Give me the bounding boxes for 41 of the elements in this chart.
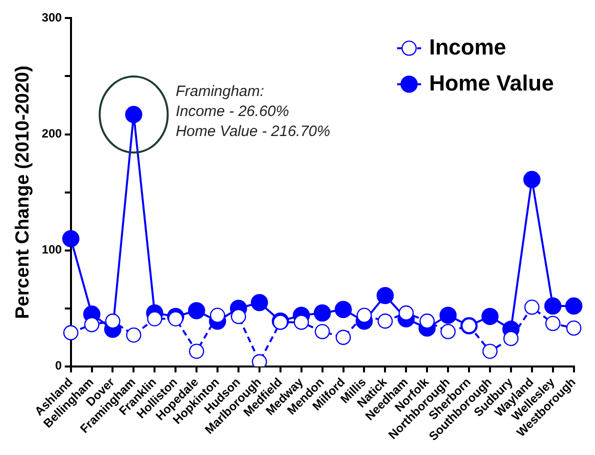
point xyxy=(336,330,351,345)
point xyxy=(250,294,268,312)
point xyxy=(188,344,204,359)
point xyxy=(147,311,162,326)
point xyxy=(440,324,456,340)
point xyxy=(482,344,498,359)
point xyxy=(230,308,246,324)
point xyxy=(105,314,120,329)
y-tick-label: 300 xyxy=(42,10,62,25)
point xyxy=(126,327,142,343)
point xyxy=(398,305,414,321)
y-tick-label: 200 xyxy=(42,126,62,141)
point xyxy=(84,317,100,332)
point xyxy=(314,324,330,340)
y-tick-label: 0 xyxy=(55,358,62,373)
point xyxy=(481,308,499,326)
point xyxy=(356,308,372,323)
point xyxy=(294,314,309,330)
point xyxy=(565,297,582,315)
y-axis-title: Percent Change (2010-2020) xyxy=(12,66,34,320)
legend-label: Home Value xyxy=(429,70,554,96)
point xyxy=(420,314,435,329)
point xyxy=(524,300,540,315)
point xyxy=(545,316,560,332)
point xyxy=(523,170,540,188)
point xyxy=(376,286,394,304)
point xyxy=(210,308,226,323)
point xyxy=(334,300,352,318)
point xyxy=(125,106,142,124)
point xyxy=(544,297,562,315)
point xyxy=(62,230,80,248)
annotation: Framingham: Income - 26.60% Home Value - 216.70% xyxy=(176,83,330,140)
legend-label: Income xyxy=(429,34,506,60)
point xyxy=(439,306,457,324)
point xyxy=(378,314,393,329)
point xyxy=(314,304,331,322)
point xyxy=(168,311,184,326)
y-tick-label: 100 xyxy=(42,242,62,257)
point xyxy=(63,325,78,340)
point xyxy=(188,302,206,320)
point xyxy=(503,330,519,346)
